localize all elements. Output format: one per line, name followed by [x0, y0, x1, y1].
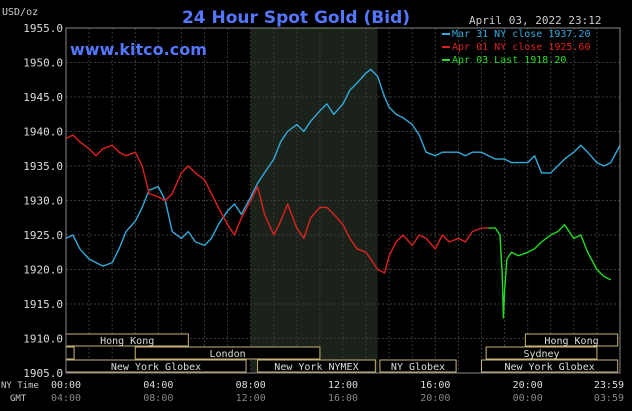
x-tick-label-ny: 20:00 [513, 380, 543, 391]
market-session: Sydney [485, 346, 598, 360]
x-tick-label-gmt: 08:00 [143, 393, 173, 404]
session-label: Hong Kong [544, 336, 598, 347]
session-label: New York NYMEX [274, 362, 358, 373]
x-tick-label-ny: 23:59 [594, 380, 624, 391]
y-tick-label: 1950.0 [23, 57, 63, 70]
market-session: Hong Kong [524, 333, 619, 347]
y-tick-label: 1940.0 [23, 126, 63, 139]
session-box [379, 359, 457, 373]
y-tick-label: 1920.0 [23, 264, 63, 277]
legend-apr01: Apr 01 NY close 1925.60 [452, 42, 590, 53]
x-tick-label-ny: 00:00 [51, 380, 81, 391]
market-session: New York Globex [481, 359, 619, 373]
x-tick-label-gmt: 20:00 [420, 393, 450, 404]
y-tick-label: 1955.0 [23, 22, 63, 35]
y-tick-label: 1905.0 [23, 367, 63, 380]
legend: Mar 31 NY close 1937.20 Apr 01 NY close … [442, 29, 590, 66]
session-box [485, 346, 598, 360]
gmt-row-label: GMT [10, 394, 27, 404]
unit-label: USD/oz [2, 7, 38, 18]
session-box [65, 346, 75, 360]
x-tick-label-gmt: 16:00 [328, 393, 358, 404]
x-tick-label-gmt: 03:59 [594, 393, 624, 404]
ny-time-row-label: NY Time [1, 381, 39, 391]
x-tick-label-ny: 08:00 [236, 380, 266, 391]
y-tick-label: 1910.0 [23, 333, 63, 346]
session-label: NY Globex [391, 362, 445, 373]
session-label: Hong Kong [100, 336, 154, 347]
series-line-1 [65, 134, 489, 274]
timestamp: April 03, 2022 23:12 [469, 14, 601, 27]
chart-title: 24 Hour Spot Gold (Bid) [182, 8, 410, 28]
x-tick-label-gmt: 04:00 [51, 393, 81, 404]
session-label: New York Globex [111, 362, 201, 373]
session-label: New York Globex [504, 362, 594, 373]
market-session: New York Globex [65, 359, 247, 373]
y-tick-label: 1915.0 [23, 298, 63, 311]
brand-watermark: www.kitco.com [70, 40, 207, 59]
y-tick-label: 1945.0 [23, 91, 63, 104]
x-tick-label-ny: 16:00 [420, 380, 450, 391]
session-label: Sydney [523, 349, 559, 360]
session-label: London [210, 349, 246, 360]
session-box [524, 333, 619, 347]
legend-mar31: Mar 31 NY close 1937.20 [452, 29, 590, 40]
y-tick-label: 1930.0 [23, 195, 63, 208]
market-session: Hong Kong [65, 333, 189, 347]
market-session: New York NYMEX [257, 359, 376, 373]
y-tick-label: 1935.0 [23, 160, 63, 173]
series-line-0 [65, 68, 621, 267]
series-line-2 [488, 223, 612, 319]
session-box [134, 346, 321, 360]
market-session: NY Globex [379, 359, 457, 373]
market-session [65, 346, 75, 360]
x-tick-label-ny: 04:00 [143, 380, 173, 391]
session-box [257, 359, 376, 373]
x-tick-label-gmt: 12:00 [236, 393, 266, 404]
session-box [481, 359, 619, 373]
market-session: London [134, 346, 321, 360]
legend-apr03: Apr 03 Last 1918.20 [452, 55, 566, 66]
y-tick-label: 1925.0 [23, 229, 63, 242]
x-tick-label-gmt: 00:00 [513, 393, 543, 404]
x-tick-label-ny: 12:00 [328, 380, 358, 391]
